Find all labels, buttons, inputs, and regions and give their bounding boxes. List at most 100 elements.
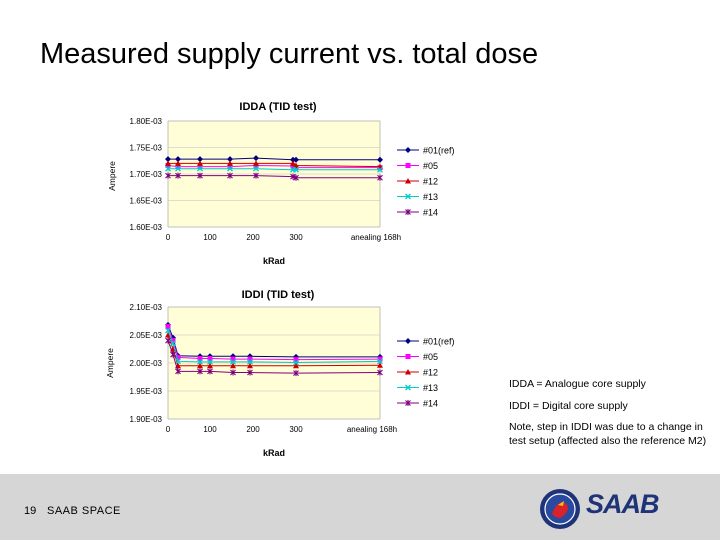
legend-label: #01(ref) [423,146,455,156]
data-point [227,156,233,163]
company-name: SAAB SPACE [47,505,121,517]
y-tick-label: 2.05E-03 [130,331,163,340]
x-tick-label: anealing 168h [351,233,401,242]
y-tick-label: 2.10E-03 [130,303,163,312]
data-point [293,174,299,181]
data-point [290,163,296,169]
data-point [165,332,171,338]
data-point [175,164,181,170]
data-point [207,362,213,369]
data-point [227,172,233,179]
note-iddi: IDDI = Digital core supply [509,400,628,412]
data-point [207,368,213,375]
data-point [230,358,236,365]
data-point [175,354,181,360]
legend-marker [405,178,411,184]
data-point [175,358,181,365]
data-point [170,351,176,358]
data-point [165,172,171,179]
data-point [197,356,203,362]
y-tick-label: 2.00E-03 [130,359,163,368]
footer-bar [0,474,720,540]
data-point [247,369,253,376]
page-number: 19 [24,505,37,517]
x-tick-label: anealing 168h [347,425,397,434]
data-point [293,162,299,169]
note-idda: IDDA = Analogue core supply [509,378,646,390]
y-tick-label: 1.95E-03 [130,387,163,396]
idda-chart: IDDA (TID test) 1.80E-03 1.75E-03 1.70E-03… [107,101,455,266]
legend-label: #01(ref) [423,337,455,347]
x-tick-label: 200 [246,425,260,434]
data-point [197,368,203,375]
iddi-ylabel: Ampere [105,348,115,378]
iddi-chart: IDDI (TID test) 2.10E-03 2.05E-03 2.00E-03… [105,289,455,458]
data-point [377,358,383,365]
note-test-setup: Note, step in IDDI was due to a change i… [509,421,707,447]
legend-marker [405,147,411,153]
data-point [377,166,383,173]
data-point [197,362,203,369]
x-tick-label: 0 [166,425,171,434]
legend-marker [405,400,411,406]
data-point [377,174,383,181]
data-point [175,368,181,375]
data-point [165,160,171,166]
x-tick-label: 300 [289,233,303,242]
data-point [253,155,259,162]
data-point [227,160,233,166]
data-point [377,156,383,163]
data-point [293,362,299,369]
data-point [165,337,171,344]
data-point [293,166,299,173]
data-point [165,165,171,172]
iddi-xlabel: kRad [263,448,285,458]
idda-chart-title: IDDA (TID test) [239,101,317,113]
data-point [230,362,236,369]
legend-marker [405,209,411,215]
x-tick-label: 200 [246,233,260,242]
data-point [207,358,213,365]
y-tick-label: 1.70E-03 [130,170,163,179]
slide-title: Measured supply current vs. total dose [40,38,539,70]
legend-label: #14 [423,399,438,409]
data-point [247,358,253,365]
y-tick-label: 1.60E-03 [130,223,163,232]
data-point [197,358,203,365]
data-point [175,165,181,172]
legend-marker [405,163,411,168]
data-point [253,165,259,172]
y-tick-label: 1.80E-03 [130,117,163,126]
x-tick-label: 0 [166,233,171,242]
data-point [170,340,176,347]
legend-marker [405,193,411,200]
legend-label: #13 [423,192,438,202]
data-point [377,369,383,376]
data-point [197,160,203,166]
legend-marker [405,384,411,391]
legend-label: #05 [423,352,438,362]
data-point [197,164,203,170]
data-point [165,156,171,163]
data-point [227,165,233,172]
data-point [247,356,253,362]
x-tick-label: 100 [203,233,217,242]
x-tick-label: 300 [289,425,303,434]
data-point [253,160,259,166]
data-point [165,327,171,334]
legend-label: #13 [423,383,438,393]
data-point [197,172,203,179]
y-tick-label: 1.75E-03 [130,144,163,153]
data-point [165,324,171,330]
data-point [293,357,299,363]
legend-label: #12 [423,177,438,187]
data-point [377,356,383,362]
data-point [197,156,203,163]
legend-marker [405,354,411,359]
data-point [290,160,296,166]
data-point [207,356,213,362]
data-point [170,338,176,344]
legend-marker [405,338,411,344]
x-tick-label: 100 [203,425,217,434]
y-tick-label: 1.90E-03 [130,415,163,424]
